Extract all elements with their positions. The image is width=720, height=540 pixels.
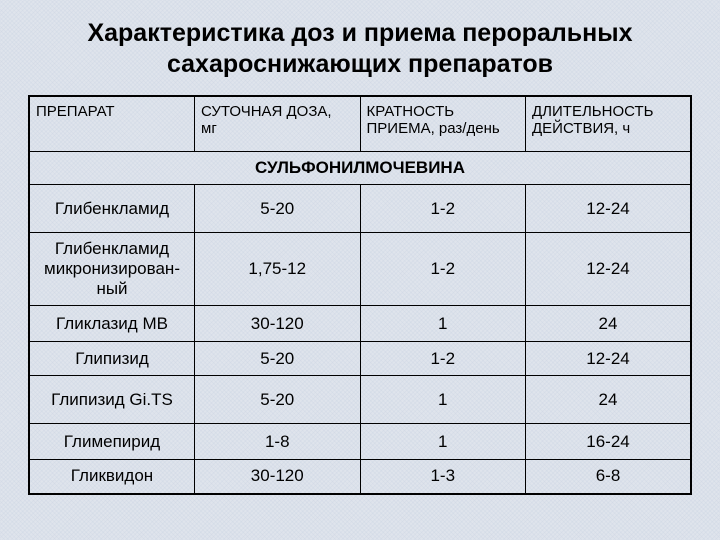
- table-row: Глибенкламид 5-20 1-2 12-24: [29, 185, 691, 233]
- table-row: Глимепирид 1-8 1 16-24: [29, 424, 691, 460]
- cell-drug-line2: микронизирован-: [44, 259, 180, 278]
- cell-freq: 1-2: [360, 342, 526, 376]
- drug-table: ПРЕПАРАТ СУТОЧНАЯ ДОЗА, мг КРАТНОСТЬ ПРИ…: [28, 95, 692, 495]
- cell-dose: 5-20: [195, 376, 361, 424]
- cell-dose: 30-120: [195, 306, 361, 342]
- cell-drug: Гликлазид МВ: [29, 306, 195, 342]
- header-freq-line2: ПРИЕМА, раз/день: [367, 120, 500, 137]
- cell-drug: Глипизид Gi.TS: [29, 376, 195, 424]
- table-row: Гликлазид МВ 30-120 1 24: [29, 306, 691, 342]
- cell-freq: 1: [360, 376, 526, 424]
- cell-dose: 1,75-12: [195, 233, 361, 306]
- title-line-2: сахароснижающих препаратов: [167, 50, 553, 78]
- table-row: Глипизид 5-20 1-2 12-24: [29, 342, 691, 376]
- header-drug: ПРЕПАРАТ: [29, 96, 195, 152]
- header-dose-line2: мг: [201, 120, 217, 137]
- cell-drug: Гликвидон: [29, 460, 195, 494]
- cell-drug: Глимепирид: [29, 424, 195, 460]
- section-row: СУЛЬФОНИЛМОЧЕВИНА: [29, 152, 691, 185]
- table-header-row: ПРЕПАРАТ СУТОЧНАЯ ДОЗА, мг КРАТНОСТЬ ПРИ…: [29, 96, 691, 152]
- cell-duration: 24: [526, 306, 692, 342]
- cell-duration: 12-24: [526, 233, 692, 306]
- cell-duration: 12-24: [526, 185, 692, 233]
- cell-drug: Глибенкламид микронизирован- ный: [29, 233, 195, 306]
- cell-duration: 6-8: [526, 460, 692, 494]
- header-duration-line1: ДЛИТЕЛЬНОСТЬ: [532, 103, 653, 120]
- cell-freq: 1-3: [360, 460, 526, 494]
- cell-freq: 1: [360, 306, 526, 342]
- cell-duration: 24: [526, 376, 692, 424]
- cell-dose: 1-8: [195, 424, 361, 460]
- cell-freq: 1-2: [360, 233, 526, 306]
- cell-duration: 16-24: [526, 424, 692, 460]
- header-duration: ДЛИТЕЛЬНОСТЬ ДЕЙСТВИЯ, ч: [526, 96, 692, 152]
- header-dose-line1: СУТОЧНАЯ ДОЗА,: [201, 103, 332, 120]
- cell-dose: 30-120: [195, 460, 361, 494]
- header-freq: КРАТНОСТЬ ПРИЕМА, раз/день: [360, 96, 526, 152]
- cell-dose: 5-20: [195, 185, 361, 233]
- header-drug-text: ПРЕПАРАТ: [36, 103, 115, 120]
- cell-dose: 5-20: [195, 342, 361, 376]
- header-freq-line1: КРАТНОСТЬ: [367, 103, 455, 120]
- cell-freq: 1: [360, 424, 526, 460]
- cell-drug: Глибенкламид: [29, 185, 195, 233]
- header-duration-line2: ДЕЙСТВИЯ, ч: [532, 120, 630, 137]
- cell-drug: Глипизид: [29, 342, 195, 376]
- cell-drug-line1: Глибенкламид: [55, 239, 169, 258]
- cell-freq: 1-2: [360, 185, 526, 233]
- section-label: СУЛЬФОНИЛМОЧЕВИНА: [29, 152, 691, 185]
- cell-drug-line3: ный: [96, 279, 127, 298]
- cell-duration: 12-24: [526, 342, 692, 376]
- title-line-1: Характеристика доз и приема пероральных: [87, 19, 632, 47]
- page-title: Характеристика доз и приема пероральных …: [28, 18, 692, 81]
- table-row: Гликвидон 30-120 1-3 6-8: [29, 460, 691, 494]
- table-row: Глибенкламид микронизирован- ный 1,75-12…: [29, 233, 691, 306]
- table-row: Глипизид Gi.TS 5-20 1 24: [29, 376, 691, 424]
- header-dose: СУТОЧНАЯ ДОЗА, мг: [195, 96, 361, 152]
